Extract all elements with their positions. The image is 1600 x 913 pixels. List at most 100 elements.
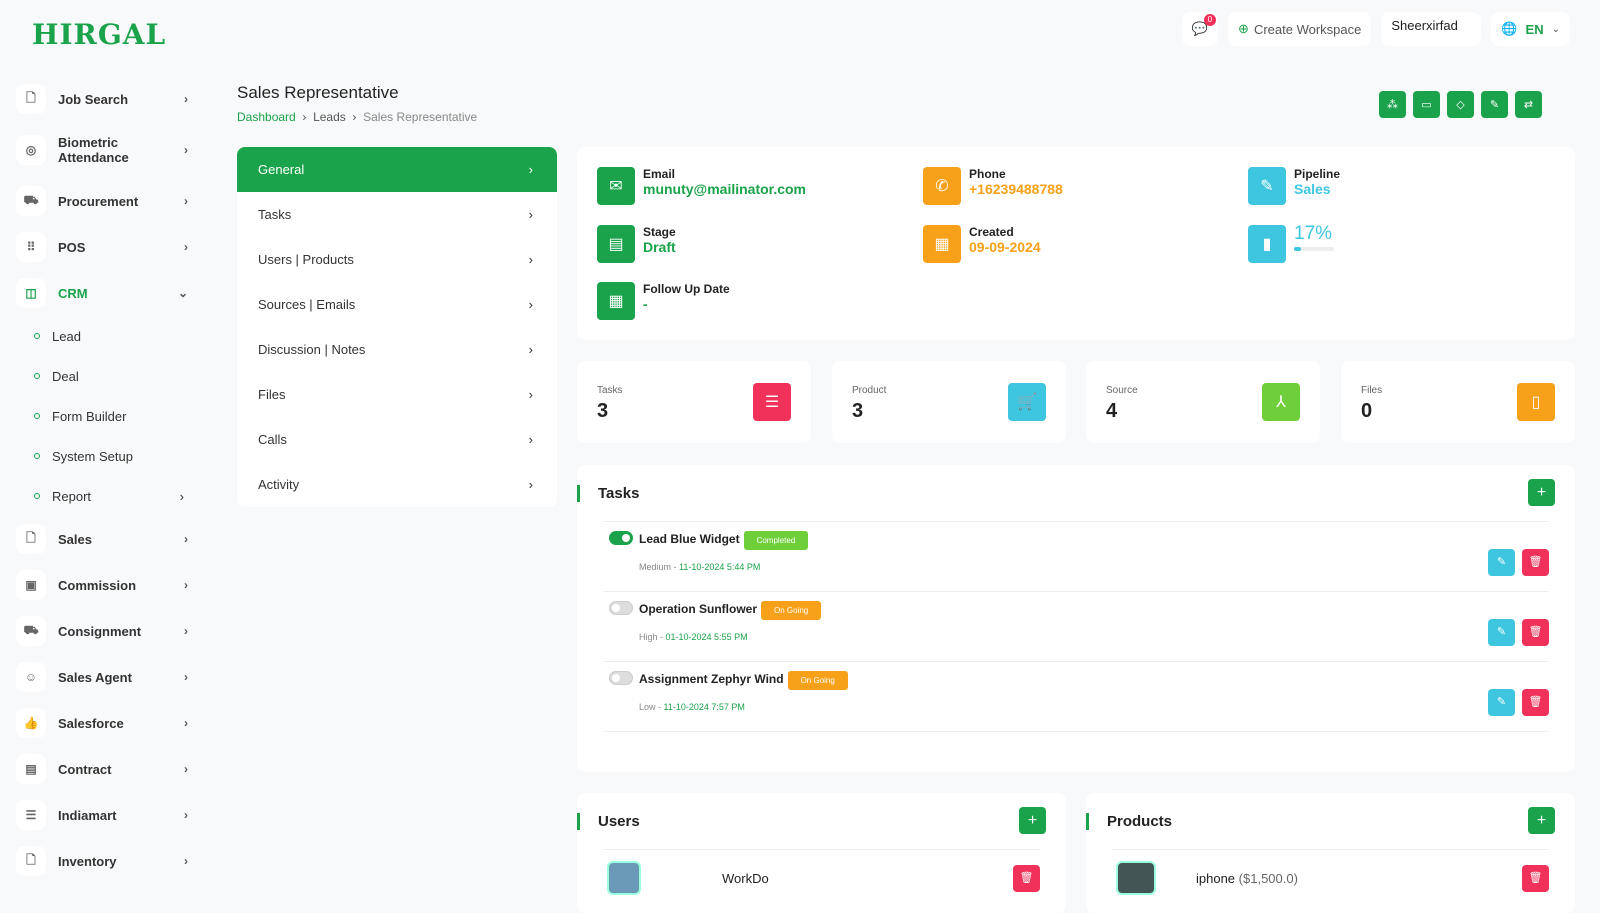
menu-item-discussion-notes[interactable]: Discussion | Notes › xyxy=(237,327,557,372)
add-task-button[interactable]: + xyxy=(1528,479,1555,506)
inventory-icon: 🗋 xyxy=(16,846,46,876)
chart-icon: ▮ xyxy=(1248,225,1286,263)
change-pipeline-button[interactable]: ⇄ xyxy=(1515,91,1542,118)
crm-icon: ◫ xyxy=(16,278,46,308)
topbar: 💬 0 ⊕ Create Workspace Sheerxirfad 🌐 EN ⌄ xyxy=(1181,12,1570,46)
edit-task-button[interactable]: ✎ xyxy=(1488,549,1515,576)
menu-item-sources-emails[interactable]: Sources | Emails › xyxy=(237,282,557,327)
sidebar-item-label: Commission xyxy=(58,577,137,593)
sidebar-subitem-system-setup[interactable]: System Setup xyxy=(16,436,196,476)
sidebar-item-pos[interactable]: ⠿ POS › xyxy=(16,224,196,270)
breadcrumb: Dashboard › Leads › Sales Representative xyxy=(237,110,478,124)
sidebar-item-consignment[interactable]: ⛟ Consignment › xyxy=(16,608,196,654)
sidebar-item-label: Sales Agent xyxy=(58,669,132,685)
delete-product-button[interactable]: 🗑 xyxy=(1522,865,1549,892)
menu-item-general[interactable]: General › xyxy=(237,147,557,192)
stat-tasks: Tasks 3 ☰ xyxy=(577,361,811,443)
progress-fill xyxy=(1294,247,1301,251)
delete-task-button[interactable]: 🗑 xyxy=(1522,689,1549,716)
products-card: Products + iphone ($1,500.0) 🗑 xyxy=(1086,793,1575,913)
share-nodes-icon: ⁂ xyxy=(1387,99,1398,111)
task-complete-toggle[interactable] xyxy=(609,601,633,615)
sidebar-subitem-deal[interactable]: Deal xyxy=(16,356,196,396)
bullet-icon xyxy=(34,493,40,499)
sidebar-item-procurement[interactable]: ⛟ Procurement › xyxy=(16,178,196,224)
sidebar-subitem-report[interactable]: Report › xyxy=(16,476,196,516)
menu-item-calls[interactable]: Calls › xyxy=(237,417,557,462)
task-meta: Low - 11-10-2024 7:57 PM xyxy=(639,702,745,712)
user-menu[interactable]: Sheerxirfad xyxy=(1381,12,1482,46)
task-row: Lead Blue Widget Completed Medium - 11-10-… xyxy=(603,522,1549,592)
language-select[interactable]: 🌐 EN ⌄ xyxy=(1491,12,1570,46)
menu-item-users-products[interactable]: Users | Products › xyxy=(237,237,557,282)
users-title: Users xyxy=(577,813,640,830)
email-value: munuty@mailinator.com xyxy=(643,181,807,197)
task-row: Assignment Zephyr Wind On Going Low - 11-1… xyxy=(603,662,1549,732)
delete-task-button[interactable]: 🗑 xyxy=(1522,549,1549,576)
edit-task-button[interactable]: ✎ xyxy=(1488,689,1515,716)
sidebar-item-indiamart[interactable]: ☰ Indiamart › xyxy=(16,792,196,838)
task-complete-toggle[interactable] xyxy=(609,531,633,545)
contract-icon: ▤ xyxy=(16,754,46,784)
sidebar-item-sales-agent[interactable]: ☺ Sales Agent › xyxy=(16,654,196,700)
email-info: ✉ Email munuty@mailinator.com xyxy=(597,167,806,205)
product-price: ($1,500.0) xyxy=(1238,871,1298,886)
sidebar-item-label: Procurement xyxy=(58,193,139,209)
sidebar-subitem-lead[interactable]: Lead xyxy=(16,316,196,356)
task-name: Lead Blue Widget Completed xyxy=(639,531,809,550)
create-workspace-button[interactable]: ⊕ Create Workspace xyxy=(1228,12,1372,46)
stat-files: Files 0 ▯ xyxy=(1341,361,1575,443)
add-user-button[interactable]: + xyxy=(1019,807,1046,834)
sidebar-item-label: CRM xyxy=(58,285,88,301)
calculator-icon: ▣ xyxy=(16,570,46,600)
task-complete-toggle[interactable] xyxy=(609,671,633,685)
delete-task-button[interactable]: 🗑 xyxy=(1522,619,1549,646)
sidebar-item-label: Job Search xyxy=(58,91,129,107)
task-meta: Medium - 11-10-2024 5:44 PM xyxy=(639,562,761,572)
task-priority: Medium xyxy=(639,562,672,572)
sidebar-item-salesforce[interactable]: 👍 Salesforce › xyxy=(16,700,196,746)
task-title: Lead Blue Widget xyxy=(639,532,740,546)
breadcrumb-dashboard[interactable]: Dashboard xyxy=(237,110,296,124)
thumb-icon: 👍 xyxy=(16,708,46,738)
sidebar-item-commission[interactable]: ▣ Commission › xyxy=(16,562,196,608)
convert-button[interactable]: ⁂ xyxy=(1379,91,1406,118)
label-button[interactable]: ◇ xyxy=(1447,91,1474,118)
add-product-button[interactable]: + xyxy=(1528,807,1555,834)
menu-item-activity[interactable]: Activity › xyxy=(237,462,557,507)
delete-user-button[interactable]: 🗑 xyxy=(1013,865,1040,892)
menu-item-label: Files xyxy=(258,387,286,402)
edit-button[interactable]: ✎ xyxy=(1481,91,1508,118)
menu-item-files[interactable]: Files › xyxy=(237,372,557,417)
trash-icon: 🗑 xyxy=(1528,696,1543,708)
sidebar-item-label: Indiamart xyxy=(58,807,117,823)
pipeline-label: Pipeline xyxy=(1294,167,1341,181)
sidebar-item-crm[interactable]: ◫ CRM ⌄ xyxy=(16,270,196,316)
breadcrumb-current: Sales Representative xyxy=(363,110,478,124)
sidebar-subitem-form-builder[interactable]: Form Builder xyxy=(16,396,196,436)
email-label: Email xyxy=(643,167,676,181)
breadcrumb-leads[interactable]: Leads xyxy=(313,110,346,124)
notifications-button[interactable]: 💬 0 xyxy=(1181,12,1219,46)
chevron-right-icon: › xyxy=(528,342,533,357)
video-button[interactable]: ▭ xyxy=(1413,91,1440,118)
trash-icon: 🗑 xyxy=(1528,626,1543,638)
sidebar-item-biometric-attendance[interactable]: ◎ Biometric Attendance › xyxy=(16,122,196,178)
edit-task-button[interactable]: ✎ xyxy=(1488,619,1515,646)
tasks-card: Tasks + Lead Blue Widget Completed Medium … xyxy=(577,465,1575,772)
stat-source: Source 4 ⅄ xyxy=(1086,361,1320,443)
sidebar-item-label: Salesforce xyxy=(58,715,124,731)
product-title: iphone xyxy=(1196,871,1236,886)
sidebar-item-label: Consignment xyxy=(58,623,142,639)
sidebar-item-inventory[interactable]: 🗋 Inventory › xyxy=(16,838,196,884)
sidebar-item-job-search[interactable]: 🗋 Job Search › xyxy=(16,76,196,122)
chevron-right-icon: › xyxy=(184,762,188,776)
calendar-clock-icon: ▦ xyxy=(597,282,635,320)
menu-item-label: Calls xyxy=(258,432,287,447)
status-badge: On Going xyxy=(787,671,848,690)
sidebar-item-contract[interactable]: ▤ Contract › xyxy=(16,746,196,792)
refresh-icon: ⇄ xyxy=(1523,99,1534,111)
users-card: Users + WorkDo 🗑 xyxy=(577,793,1066,913)
sidebar-item-sales[interactable]: 🗋 Sales › xyxy=(16,516,196,562)
menu-item-tasks[interactable]: Tasks › xyxy=(237,192,557,237)
